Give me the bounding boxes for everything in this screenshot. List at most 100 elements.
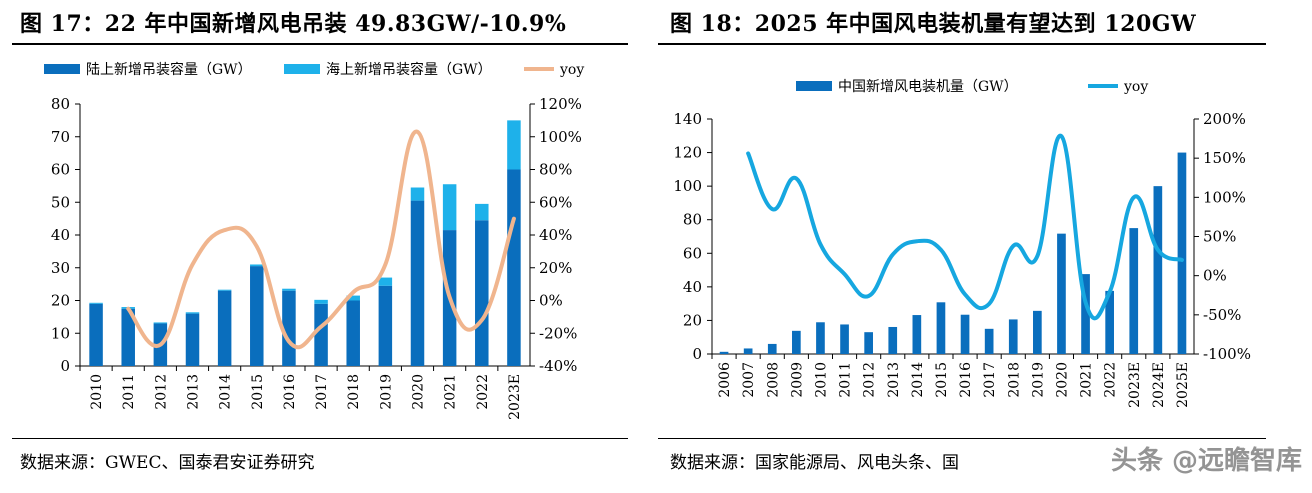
x-tick-label: 2009 bbox=[789, 362, 805, 398]
y-tick-label: 20 bbox=[683, 311, 702, 329]
y2-tick-label: -50% bbox=[1203, 306, 1241, 324]
x-tick-label: 2022 bbox=[1103, 362, 1119, 398]
bar-secondary bbox=[475, 203, 489, 221]
y2-tick-label: 100% bbox=[539, 128, 582, 146]
y2-tick-label: 50% bbox=[1203, 228, 1236, 246]
x-tick-label: 2020 bbox=[1054, 362, 1070, 398]
bar-primary bbox=[1081, 274, 1090, 354]
y2-tick-label: 120% bbox=[539, 95, 582, 113]
yoy-line bbox=[746, 134, 1184, 321]
x-tick-label: 2015 bbox=[250, 374, 266, 410]
yoy-line bbox=[126, 129, 516, 350]
bar-secondary bbox=[250, 264, 264, 267]
bar-primary bbox=[960, 314, 970, 354]
y2-tick-label: -40% bbox=[539, 357, 577, 375]
bar-secondary bbox=[89, 302, 103, 304]
y-tick-label: 70 bbox=[51, 128, 70, 146]
y-tick-label: 50 bbox=[51, 193, 70, 211]
y-tick-label: 80 bbox=[51, 95, 70, 113]
y-tick-label: 60 bbox=[51, 161, 70, 179]
bar-secondary bbox=[153, 322, 168, 324]
bar-primary bbox=[1057, 233, 1066, 354]
source-left: 数据来源：GWEC、国泰君安证券研究 bbox=[20, 453, 315, 473]
x-tick-label: 2011 bbox=[121, 374, 137, 410]
bar-primary bbox=[743, 348, 753, 354]
legend-label: yoy bbox=[1123, 79, 1148, 95]
bar-secondary bbox=[410, 187, 425, 201]
x-tick-label: 2021 bbox=[1079, 362, 1095, 398]
x-tick-label: 2017 bbox=[982, 362, 998, 398]
y-tick-label: 80 bbox=[683, 211, 702, 229]
chart-panel-right: 图 18：2025 年中国风电装机量有望达到 120GW 0 20 40 60 80 10… bbox=[656, 0, 1312, 493]
bar-primary bbox=[984, 328, 994, 354]
y-tick-label: 20 bbox=[51, 292, 70, 310]
y2-tick-label: -100% bbox=[1203, 345, 1251, 363]
bar-primary bbox=[121, 308, 135, 366]
x-tick-label: 2010 bbox=[813, 362, 829, 398]
legend-label: 海上新增吊装容量（GW） bbox=[326, 61, 492, 78]
x-tick-label: 2006 bbox=[717, 362, 733, 398]
x-tick-label: 2017 bbox=[314, 374, 330, 410]
legend-swatch-bar bbox=[284, 64, 320, 74]
y-tick-label: 0 bbox=[60, 357, 70, 375]
x-tick-label: 2016 bbox=[282, 374, 298, 410]
bar-secondary bbox=[346, 295, 360, 301]
x-tick-label: 2019 bbox=[378, 374, 394, 410]
x-tick-label: 2014 bbox=[218, 374, 234, 410]
x-tick-label: 2013 bbox=[886, 362, 902, 398]
x-tick-label: 2016 bbox=[958, 362, 974, 398]
bar-primary bbox=[912, 315, 922, 354]
y-tick-label: 120 bbox=[673, 144, 702, 162]
y2-tick-label: 20% bbox=[539, 259, 572, 277]
bar-primary bbox=[1008, 319, 1018, 354]
y2-tick-label: -20% bbox=[539, 324, 577, 342]
bar-primary bbox=[314, 303, 328, 366]
x-tick-label: 2020 bbox=[411, 374, 427, 410]
bar-secondary bbox=[314, 299, 328, 304]
bar-primary bbox=[507, 169, 521, 366]
bar-primary bbox=[346, 300, 360, 366]
y-tick-label: 0 bbox=[692, 345, 702, 363]
y2-tick-label: 150% bbox=[1203, 149, 1246, 167]
y2-tick-label: 200% bbox=[1203, 110, 1246, 128]
x-tick-label: 2018 bbox=[346, 374, 362, 410]
bar-secondary bbox=[282, 288, 296, 291]
chart-right: 0 20 40 60 80 100 120 140 -100% -50% 0% 50% 100% 150%… bbox=[673, 79, 1251, 408]
y2-tick-label: 60% bbox=[539, 193, 572, 211]
bar-primary bbox=[864, 332, 873, 354]
y-tick-label: 40 bbox=[51, 226, 70, 244]
bar-secondary bbox=[378, 277, 393, 286]
bar-secondary bbox=[217, 289, 232, 291]
bar-primary bbox=[89, 303, 103, 366]
y2-tick-label: 80% bbox=[539, 161, 572, 179]
x-tick-label: 2014 bbox=[910, 362, 926, 398]
x-tick-label: 2008 bbox=[765, 362, 781, 398]
x-tick-label: 2018 bbox=[1006, 362, 1022, 398]
x-tick-label: 2015 bbox=[934, 362, 950, 398]
source-rule-right bbox=[658, 438, 1266, 439]
y-tick-label: 40 bbox=[683, 278, 702, 296]
bar-primary bbox=[1129, 228, 1139, 354]
title-rule-right bbox=[658, 43, 1266, 45]
y-tick-label: 140 bbox=[673, 110, 702, 128]
bar-secondary bbox=[507, 120, 521, 170]
bar-primary bbox=[250, 266, 264, 366]
bar-primary bbox=[217, 290, 232, 366]
y-tick-label: 60 bbox=[683, 244, 702, 262]
title-rule-left bbox=[12, 43, 628, 45]
bar-primary bbox=[185, 313, 200, 366]
bar-primary bbox=[719, 351, 729, 354]
bar-primary bbox=[767, 343, 777, 354]
bar-primary bbox=[888, 326, 898, 354]
y2-tick-label: 100% bbox=[1203, 188, 1246, 206]
y-tick-label: 100 bbox=[673, 177, 702, 195]
y2-tick-label: 0% bbox=[1203, 267, 1227, 285]
x-tick-label: 2007 bbox=[741, 362, 757, 398]
y-tick-label: 30 bbox=[51, 259, 70, 277]
x-tick-label: 2012 bbox=[153, 374, 169, 410]
x-tick-label: 2023E bbox=[1127, 362, 1143, 408]
y-tick-label: 10 bbox=[51, 324, 70, 342]
bar-primary bbox=[840, 324, 849, 354]
bar-primary bbox=[1153, 186, 1163, 354]
bar-primary bbox=[475, 220, 489, 366]
